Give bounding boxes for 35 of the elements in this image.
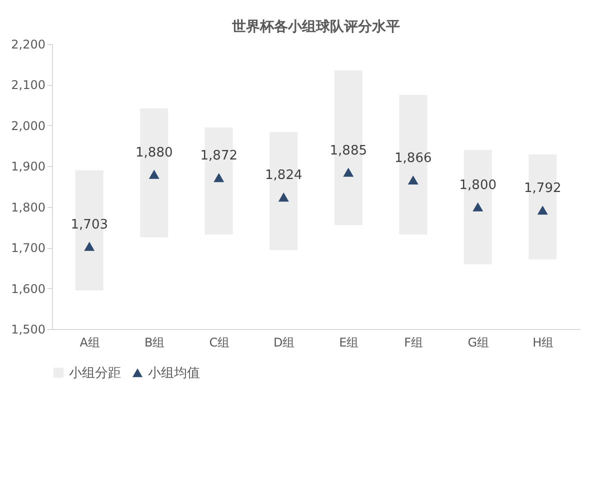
x-tick-label: B组	[144, 336, 165, 350]
point	[472, 202, 484, 212]
legend-label: 小组分距	[69, 366, 121, 381]
y-tick-label: 2,200	[11, 38, 46, 52]
x-tick-label: F组	[404, 336, 424, 350]
data-label: 1,866	[394, 150, 432, 166]
point	[148, 170, 160, 179]
legend-label: 小组均值	[148, 366, 200, 381]
y-tick-label: 1,800	[11, 200, 46, 214]
data-label: 1,880	[136, 145, 173, 160]
point	[537, 206, 548, 215]
data-label: 1,872	[200, 148, 238, 164]
data-label: 1,824	[265, 168, 302, 184]
x-tick-label: H组	[532, 336, 554, 350]
data-label: 1,703	[70, 217, 108, 232]
point	[408, 175, 418, 185]
data-label: 1,885	[330, 143, 367, 158]
y-tick-label: 2,100	[11, 78, 46, 92]
y-tick-label: 1,900	[11, 160, 46, 174]
x-tick-label: D组	[274, 336, 295, 350]
y-tick-label: 2,000	[11, 118, 46, 133]
x-tick-label: C组	[209, 336, 230, 350]
point	[214, 173, 224, 182]
x-tick-label: G组	[468, 336, 490, 350]
point	[278, 192, 289, 202]
x-tick-label: A组	[80, 336, 100, 350]
x-tick-label: E组	[339, 336, 359, 350]
y-tick-label: 1,600	[11, 282, 46, 296]
chart-title: 世界杯各小组球队评分水平	[231, 19, 400, 35]
point	[84, 242, 95, 251]
y-tick-label: 1,700	[11, 241, 46, 256]
data-label: 1,800	[459, 178, 496, 193]
data-label: 1,792	[524, 181, 562, 196]
y-tick-label: 1,500	[11, 322, 46, 336]
point	[343, 168, 354, 177]
